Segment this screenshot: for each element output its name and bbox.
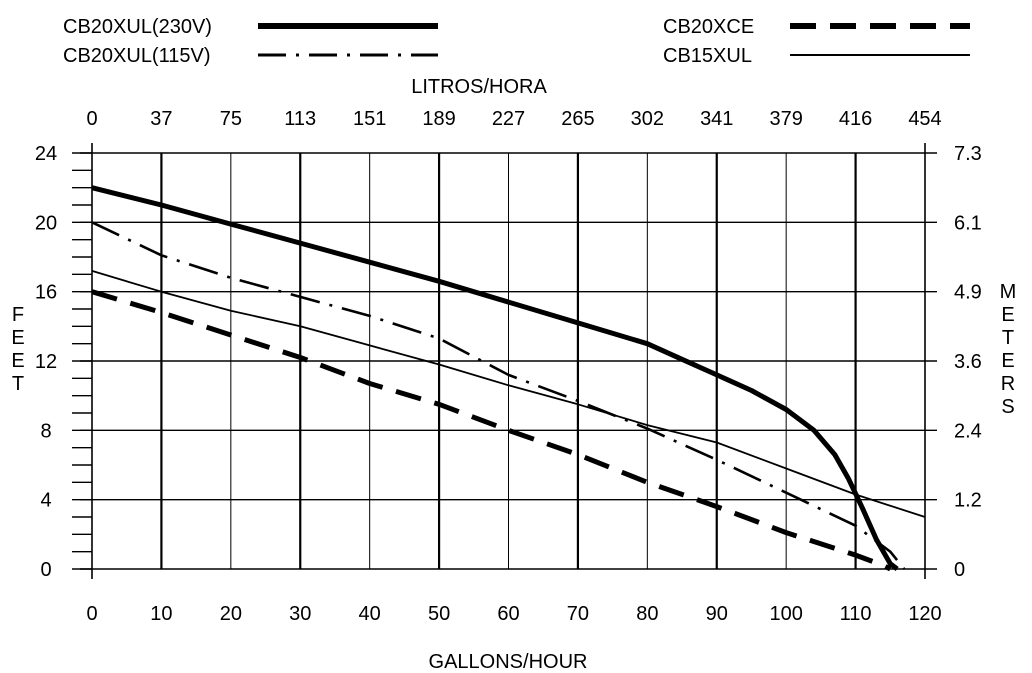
x-tick-label: 120 xyxy=(908,603,941,625)
y-tick-label: 8 xyxy=(40,420,51,442)
series-line-cb20xul-230v xyxy=(91,185,899,571)
legend: CB20XUL(230V) CB20XUL(115V) CB20XCE CB15… xyxy=(63,16,970,67)
top-axis-title: LITROS/HORA xyxy=(411,76,547,98)
x-tick-label: 50 xyxy=(428,603,450,625)
top-x-tick-label: 416 xyxy=(839,108,872,130)
legend-label-cb15xul: CB15XUL xyxy=(663,45,752,67)
y-tick-label: 24 xyxy=(35,143,57,165)
right-y-tick-label: 7.3 xyxy=(954,143,982,165)
top-x-tick-label: 37 xyxy=(150,108,172,130)
x-tick-label: 10 xyxy=(150,603,172,625)
series-lines xyxy=(91,185,926,572)
top-x-tick-label: 227 xyxy=(492,108,525,130)
left-axis-title-letter: E xyxy=(11,350,24,372)
x-tick-label: 0 xyxy=(86,603,97,625)
top-x-tick-label: 113 xyxy=(284,108,316,130)
top-x-tick-label: 0 xyxy=(86,108,97,130)
left-axis-title-letter: E xyxy=(11,327,24,349)
right-axis-title-letter: M xyxy=(1000,281,1017,303)
legend-entry-cb20xul-230v: CB20XUL(230V) xyxy=(63,16,438,38)
right-axis-title-letter: T xyxy=(1002,327,1014,349)
right-axis-title-letter: E xyxy=(1001,350,1014,372)
x-tick-label: 90 xyxy=(706,603,728,625)
legend-label-cb20xce: CB20XCE xyxy=(663,16,754,38)
bottom-axis-title: GALLONS/HOUR xyxy=(429,651,588,673)
x-tick-label: 80 xyxy=(636,603,658,625)
series-line-cb15xul xyxy=(91,270,926,518)
right-y-tick-label: 1.2 xyxy=(954,490,982,512)
right-y-tick-label: 3.6 xyxy=(954,351,982,373)
x-tick-label: 20 xyxy=(220,603,242,625)
right-y-tick-label: 2.4 xyxy=(954,420,982,442)
left-axis-title-letter: F xyxy=(12,304,24,326)
series-line-cb20xul-115v xyxy=(91,221,906,570)
x-tick-label: 40 xyxy=(359,603,381,625)
x-tick-label: 70 xyxy=(567,603,589,625)
top-x-tick-label: 75 xyxy=(220,108,242,130)
left-axis-title-letter: T xyxy=(12,373,24,395)
top-x-tick-label: 341 xyxy=(700,108,733,130)
top-x-tick-label: 189 xyxy=(422,108,455,130)
right-axis-title-letter: R xyxy=(1001,373,1015,395)
right-y-tick-label: 0 xyxy=(954,559,965,581)
top-x-tick-label: 379 xyxy=(769,108,802,130)
x-tick-label: 30 xyxy=(289,603,311,625)
right-y-tick-label: 6.1 xyxy=(954,212,982,234)
y-tick-label: 0 xyxy=(40,559,51,581)
right-axis-title-letter: E xyxy=(1001,304,1014,326)
y-tick-label: 12 xyxy=(35,351,57,373)
x-tick-label: 110 xyxy=(840,603,872,625)
x-tick-label: 100 xyxy=(769,603,802,625)
legend-entry-cb15xul: CB15XUL xyxy=(663,45,970,67)
top-x-tick-label: 454 xyxy=(908,108,941,130)
legend-entry-cb20xce: CB20XCE xyxy=(663,16,970,38)
y-tick-label: 4 xyxy=(40,490,51,512)
legend-label-cb20xul-230v: CB20XUL(230V) xyxy=(63,16,212,38)
top-x-tick-label: 302 xyxy=(631,108,664,130)
y-tick-label: 20 xyxy=(35,212,57,234)
top-x-tick-label: 265 xyxy=(561,108,594,130)
right-y-tick-label: 4.9 xyxy=(954,282,982,304)
legend-entry-cb20xul-115v: CB20XUL(115V) xyxy=(63,45,438,67)
legend-label-cb20xul-115v: CB20XUL(115V) xyxy=(63,45,210,67)
plot-frame xyxy=(72,143,926,579)
x-tick-label: 60 xyxy=(497,603,519,625)
y-tick-label: 16 xyxy=(35,282,57,304)
top-x-tick-label: 151 xyxy=(353,108,386,130)
right-axis-title-letter: S xyxy=(1001,396,1014,418)
